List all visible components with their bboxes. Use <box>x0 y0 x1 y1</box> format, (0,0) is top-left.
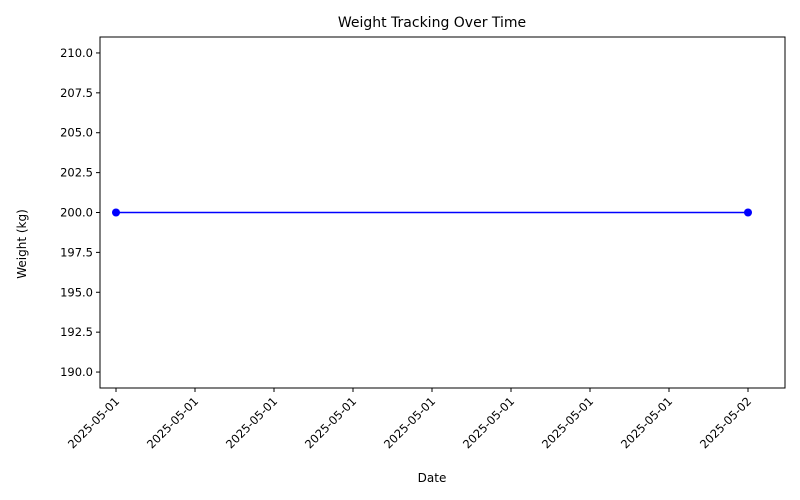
y-tick-label: 202.5 <box>60 166 93 180</box>
x-tick-label: 2025-05-01 <box>460 394 517 451</box>
y-tick-label: 190.0 <box>60 365 93 379</box>
x-tick-label: 2025-05-02 <box>697 394 754 451</box>
x-tick-label: 2025-05-01 <box>144 394 201 451</box>
y-tick-label: 205.0 <box>60 126 93 140</box>
data-point <box>744 208 752 217</box>
y-axis: 190.0 192.5 195.0 197.5 200.0 202.5 205.0 207.5… <box>60 46 100 379</box>
x-tick-label: 2025-05-01 <box>65 394 122 451</box>
chart-title: Weight Tracking Over Time <box>338 15 526 31</box>
x-tick-label: 2025-05-01 <box>539 394 596 451</box>
x-tick-label: 2025-05-01 <box>381 394 438 451</box>
x-tick-label: 2025-05-01 <box>618 394 675 451</box>
series-layer <box>112 208 752 217</box>
y-tick-label: 197.5 <box>60 245 93 259</box>
y-tick-label: 207.5 <box>60 86 93 100</box>
x-axis: 2025-05-01 2025-05-01 2025-05-01 2025-05-01… <box>65 388 754 451</box>
y-tick-label: 195.0 <box>60 285 93 299</box>
y-tick-label: 192.5 <box>60 325 93 339</box>
x-axis-title: Date <box>418 471 447 485</box>
data-point <box>112 208 120 217</box>
y-tick-label: 210.0 <box>60 46 93 60</box>
x-tick-label: 2025-05-01 <box>302 394 359 451</box>
y-tick-label: 200.0 <box>60 206 93 220</box>
x-tick-label: 2025-05-01 <box>223 394 280 451</box>
y-axis-title: Weight (kg) <box>15 209 29 279</box>
